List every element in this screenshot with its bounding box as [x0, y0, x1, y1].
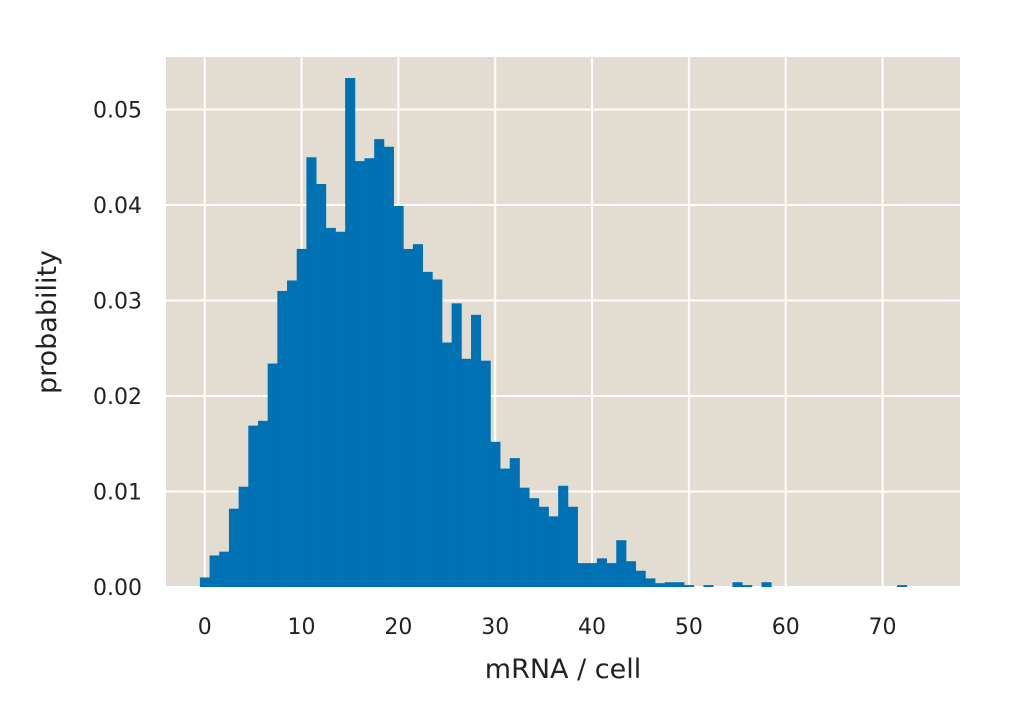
histogram-bar — [587, 563, 598, 587]
histogram-bar — [325, 227, 336, 587]
histogram-bar — [335, 231, 346, 587]
y-tick-label: 0.03 — [93, 290, 142, 315]
histogram-bar — [625, 561, 637, 587]
histogram-bar — [403, 248, 414, 587]
y-tick-label: 0.01 — [93, 481, 142, 506]
histogram-bar — [238, 486, 249, 587]
histogram-bar — [296, 248, 307, 587]
x-tick-label: 40 — [578, 615, 606, 640]
histogram-bar — [267, 363, 278, 587]
histogram-bar — [548, 516, 559, 587]
histogram-bar — [616, 540, 627, 587]
histogram-bar — [645, 578, 656, 587]
histogram-bar — [742, 585, 753, 587]
histogram-bar — [538, 506, 549, 587]
histogram-bar — [383, 146, 394, 588]
histogram-bar — [451, 303, 462, 587]
histogram-bar — [228, 508, 240, 587]
histogram-bar — [703, 585, 714, 587]
histogram-bar — [732, 582, 743, 587]
histogram-bar — [761, 582, 772, 587]
x-tick-label: 50 — [675, 615, 703, 640]
histogram-bar — [316, 184, 327, 587]
y-axis-label: probability — [32, 250, 63, 394]
histogram-bar — [345, 78, 356, 588]
histogram-bar — [412, 244, 423, 587]
histogram-bar — [287, 280, 298, 587]
histogram-bar — [461, 358, 472, 587]
y-axis-ticks: 0.00 0.01 0.02 0.03 0.04 0.05 — [93, 99, 142, 601]
x-axis-ticks: 0 10 20 30 40 50 60 70 — [198, 615, 897, 640]
histogram-bar — [422, 271, 433, 587]
histogram-bar — [393, 205, 404, 588]
histogram-bar — [596, 558, 607, 587]
y-tick-label: 0.05 — [93, 99, 142, 124]
histogram-bar — [674, 582, 685, 587]
histogram-bar — [567, 506, 578, 587]
histogram-bar — [480, 360, 491, 587]
histogram-bar — [354, 161, 365, 587]
x-tick-label: 20 — [384, 615, 412, 640]
histogram-bar — [277, 290, 288, 587]
y-tick-label: 0.00 — [93, 576, 142, 601]
histogram-bar — [219, 551, 230, 587]
x-tick-label: 10 — [288, 615, 316, 640]
histogram-bar — [897, 585, 908, 587]
histogram-bars — [199, 78, 908, 588]
x-tick-label: 60 — [772, 615, 800, 640]
histogram-bar — [654, 583, 666, 587]
histogram-bar — [519, 487, 530, 587]
y-tick-label: 0.02 — [93, 385, 142, 410]
x-tick-label: 70 — [869, 615, 897, 640]
histogram-bar — [558, 485, 569, 587]
x-axis-label: mRNA / cell — [485, 654, 641, 685]
histogram-bar — [248, 425, 259, 587]
histogram-bar — [500, 468, 511, 587]
x-tick-label: 30 — [481, 615, 509, 640]
histogram-bar — [509, 458, 520, 587]
x-tick-label: 0 — [198, 615, 212, 640]
histogram-bar — [306, 157, 317, 587]
histogram-bar — [606, 563, 617, 587]
histogram-bar — [635, 570, 646, 587]
histogram-bar — [257, 420, 269, 587]
histogram-bar — [209, 555, 220, 587]
histogram-bar — [529, 498, 540, 587]
y-tick-label: 0.04 — [93, 194, 142, 219]
histogram-bar — [441, 342, 453, 587]
histogram-bar — [374, 139, 385, 587]
histogram-bar — [490, 441, 501, 587]
histogram-bar — [684, 585, 695, 587]
histogram-bar — [471, 314, 482, 587]
histogram-bar — [364, 158, 375, 587]
histogram-bar — [199, 577, 210, 587]
histogram-bar — [664, 582, 675, 587]
histogram-bar — [432, 279, 443, 587]
histogram-bar — [577, 563, 588, 587]
